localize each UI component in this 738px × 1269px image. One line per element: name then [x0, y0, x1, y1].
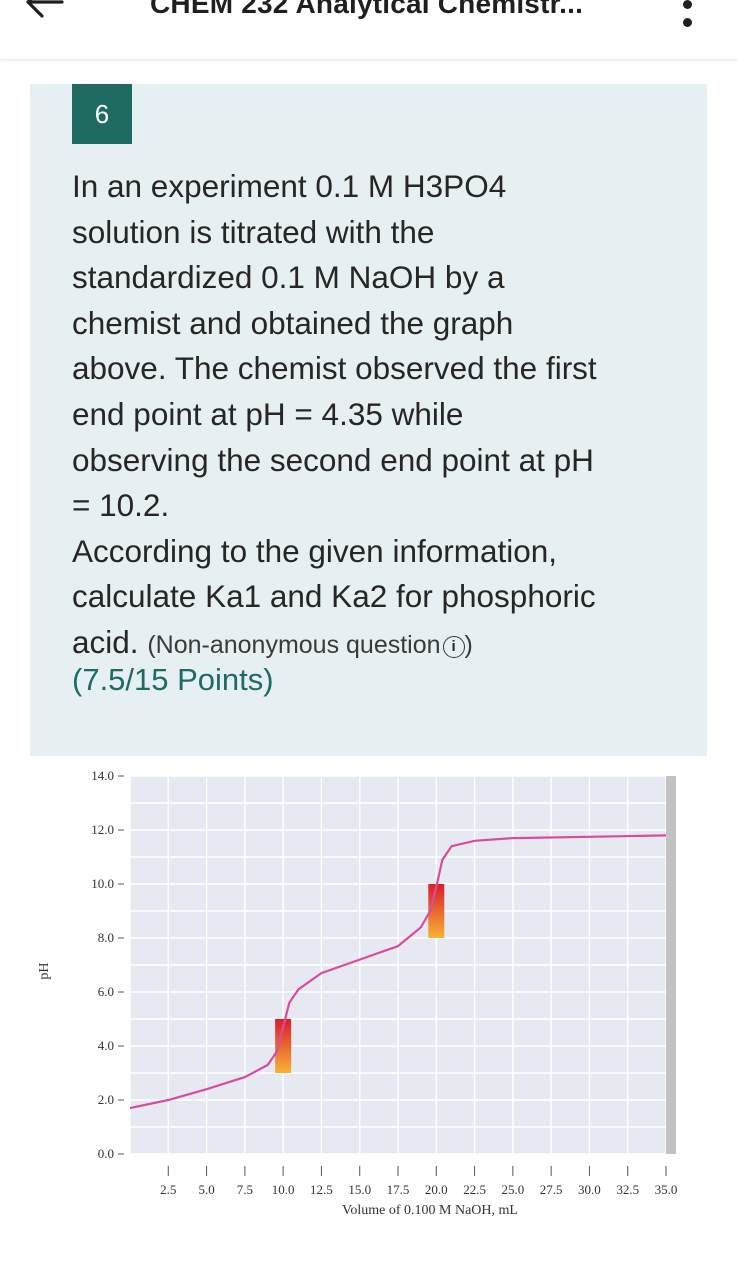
indicator-band [275, 1019, 292, 1073]
more-vertical-icon [683, 0, 692, 9]
y-tick-label: 14.0 [91, 768, 114, 783]
x-tick-label: 17.5 [387, 1182, 410, 1197]
x-tick-label: 25.0 [501, 1182, 524, 1197]
y-tick-label: 8.0 [98, 930, 114, 945]
question-last-line: acid. (Non-anonymous question i) [72, 623, 473, 660]
y-tick-label: 4.0 [98, 1038, 114, 1053]
x-tick-label: 35.0 [655, 1182, 678, 1197]
x-tick-label: 30.0 [578, 1182, 601, 1197]
question-points: (7.5/15 Points) [72, 662, 274, 697]
x-tick-label: 32.5 [616, 1182, 639, 1197]
arrow-left-icon [26, 0, 64, 18]
y-tick-label: 12.0 [91, 822, 114, 837]
x-tick-label: 22.5 [463, 1182, 486, 1197]
question-text: In an experiment 0.1 M H3PO4 solution is… [72, 164, 672, 669]
y-tick-label: 6.0 [98, 984, 114, 999]
y-tick-label: 2.0 [98, 1092, 114, 1107]
x-tick-label: 5.0 [198, 1182, 214, 1197]
app-title: CHEM 232 Analytical Chemistr... [150, 0, 584, 19]
y-tick-label: 0.0 [98, 1146, 114, 1161]
info-circle-icon[interactable]: i [442, 635, 465, 658]
x-tick-label: 27.5 [540, 1182, 563, 1197]
y-tick-label: 10.0 [91, 876, 114, 891]
back-button[interactable] [22, 0, 82, 24]
titration-curve [129, 834, 667, 1110]
titration-chart: 14.0 12.0 10.0 8.0 6.0 4.0 2.0 0.0 2.5 5.0 7.5 10.… [30, 756, 707, 1240]
x-axis-label: Volume of 0.100 M NaOH, mL [342, 1203, 518, 1218]
plot-side-edge [666, 776, 676, 1154]
y-axis-label: pH [37, 962, 52, 979]
app-header: CHEM 232 Analytical Chemistr... [0, 0, 738, 60]
question-number-badge: 6 [72, 84, 132, 144]
titration-chart-svg: 14.0 12.0 10.0 8.0 6.0 4.0 2.0 0.0 2.5 5.0 7.5 10.… [37, 768, 678, 1218]
x-tick-label: 10.0 [272, 1182, 295, 1197]
x-tick-label: 7.5 [237, 1182, 253, 1197]
more-options-button[interactable] [676, 0, 700, 36]
question-card: 6 In an experiment 0.1 M H3PO4 solution … [30, 84, 707, 1240]
non-anonymous-tag: (Non-anonymous question [147, 630, 441, 659]
x-tick-label: 20.0 [425, 1182, 448, 1197]
indicator-band [428, 884, 445, 938]
x-tick-label: 12.5 [310, 1182, 333, 1197]
x-tick-label: 2.5 [160, 1182, 176, 1197]
x-tick-label: 15.0 [348, 1182, 371, 1197]
